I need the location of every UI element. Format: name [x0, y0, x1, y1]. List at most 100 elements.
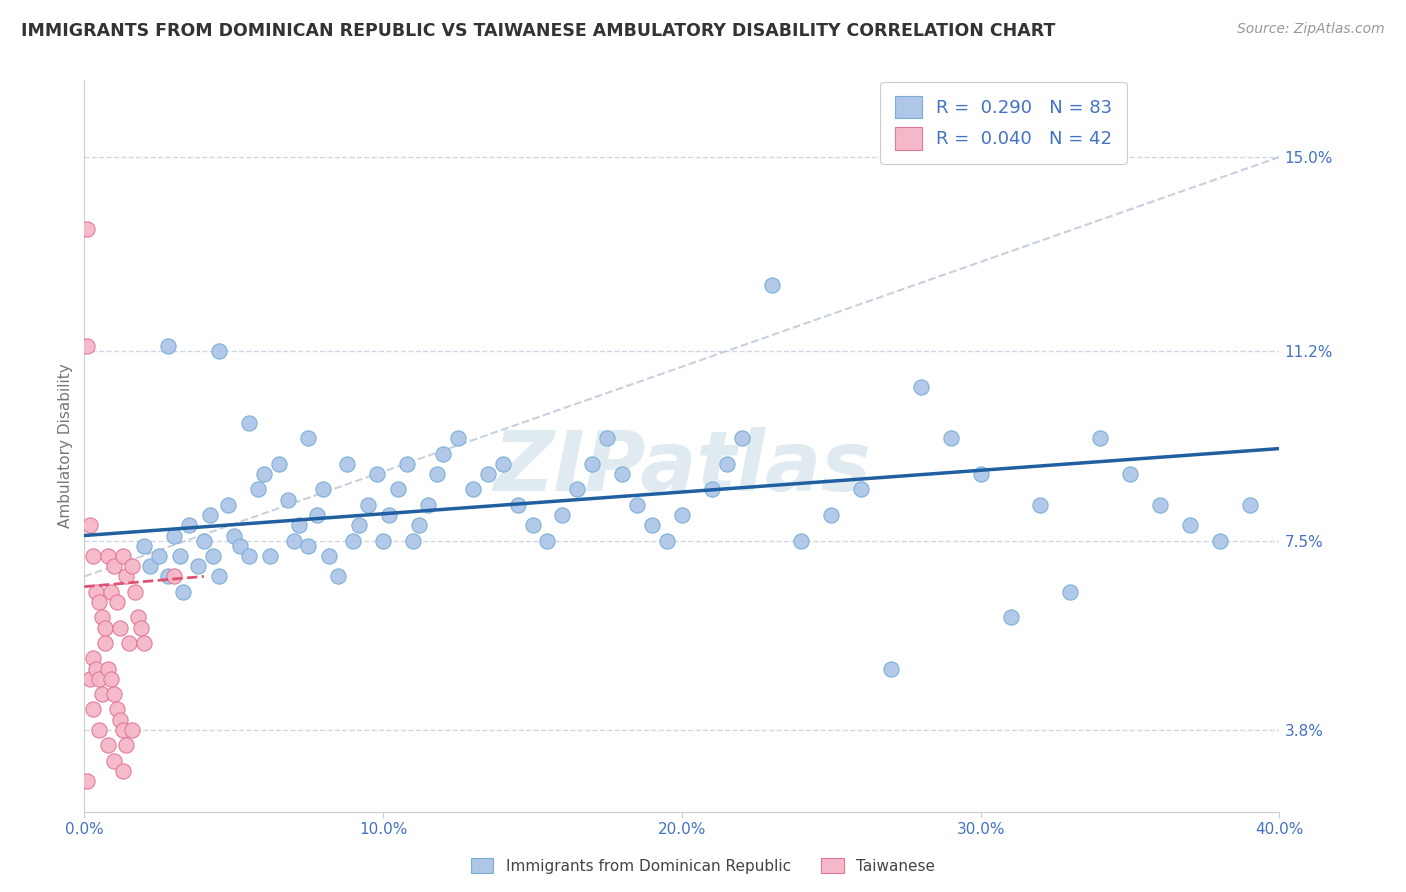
- Point: [416, 498, 439, 512]
- Point: [267, 457, 290, 471]
- Point: [112, 764, 135, 778]
- Point: [82, 651, 104, 665]
- Point: [612, 467, 634, 482]
- Point: [277, 492, 299, 507]
- Point: [506, 498, 529, 512]
- Point: [91, 687, 114, 701]
- Point: [110, 713, 132, 727]
- Point: [596, 431, 619, 445]
- Point: [177, 518, 200, 533]
- Point: [79, 672, 101, 686]
- Point: [118, 636, 141, 650]
- Point: [551, 508, 574, 522]
- Point: [76, 774, 98, 789]
- Point: [157, 339, 180, 353]
- Point: [124, 584, 146, 599]
- Point: [536, 533, 558, 548]
- Point: [222, 528, 245, 542]
- Point: [157, 569, 180, 583]
- Point: [349, 518, 371, 533]
- Point: [129, 621, 152, 635]
- Point: [1059, 584, 1081, 599]
- Point: [447, 431, 470, 445]
- Point: [139, 559, 162, 574]
- Point: [97, 549, 120, 563]
- Point: [89, 595, 111, 609]
- Point: [910, 380, 932, 394]
- Point: [91, 610, 114, 624]
- Point: [217, 498, 239, 512]
- Point: [790, 533, 813, 548]
- Point: [172, 584, 194, 599]
- Point: [461, 483, 484, 497]
- Point: [110, 621, 132, 635]
- Point: [259, 549, 281, 563]
- Point: [86, 584, 108, 599]
- Point: [373, 533, 395, 548]
- Point: [408, 518, 430, 533]
- Point: [94, 636, 117, 650]
- Point: [851, 483, 873, 497]
- Point: [1000, 610, 1022, 624]
- Point: [132, 636, 156, 650]
- Point: [378, 508, 401, 522]
- Point: [193, 533, 215, 548]
- Point: [1178, 518, 1201, 533]
- Point: [112, 549, 135, 563]
- Point: [100, 584, 122, 599]
- Point: [89, 723, 111, 737]
- Point: [283, 533, 305, 548]
- Point: [336, 457, 359, 471]
- Point: [700, 483, 723, 497]
- Point: [121, 723, 143, 737]
- Point: [342, 533, 364, 548]
- Point: [288, 518, 311, 533]
- Point: [132, 539, 156, 553]
- Text: Source: ZipAtlas.com: Source: ZipAtlas.com: [1237, 22, 1385, 37]
- Point: [1209, 533, 1232, 548]
- Point: [228, 539, 252, 553]
- Point: [626, 498, 648, 512]
- Point: [402, 533, 425, 548]
- Point: [970, 467, 993, 482]
- Point: [1239, 498, 1261, 512]
- Point: [396, 457, 419, 471]
- Point: [94, 621, 117, 635]
- Point: [1029, 498, 1052, 512]
- Point: [103, 559, 125, 574]
- Text: ZIPatlas: ZIPatlas: [494, 427, 870, 508]
- Point: [198, 508, 221, 522]
- Point: [115, 569, 138, 583]
- Point: [581, 457, 603, 471]
- Point: [121, 559, 143, 574]
- Point: [76, 221, 98, 235]
- Point: [939, 431, 962, 445]
- Point: [163, 528, 186, 542]
- Point: [253, 467, 276, 482]
- Point: [100, 672, 122, 686]
- Point: [97, 738, 120, 752]
- Point: [387, 483, 409, 497]
- Point: [201, 549, 224, 563]
- Point: [318, 549, 340, 563]
- Point: [169, 549, 191, 563]
- Point: [238, 549, 260, 563]
- Point: [522, 518, 544, 533]
- Point: [432, 447, 454, 461]
- Point: [89, 672, 111, 686]
- Point: [426, 467, 449, 482]
- Point: [208, 344, 231, 359]
- Point: [105, 702, 128, 716]
- Point: [820, 508, 842, 522]
- Y-axis label: Ambulatory Disability: Ambulatory Disability: [58, 364, 73, 528]
- Point: [148, 549, 170, 563]
- Point: [761, 277, 783, 292]
- Point: [97, 661, 120, 675]
- Point: [127, 610, 149, 624]
- Point: [671, 508, 693, 522]
- Point: [477, 467, 499, 482]
- Point: [103, 754, 125, 768]
- Point: [187, 559, 209, 574]
- Point: [1090, 431, 1112, 445]
- Point: [1119, 467, 1142, 482]
